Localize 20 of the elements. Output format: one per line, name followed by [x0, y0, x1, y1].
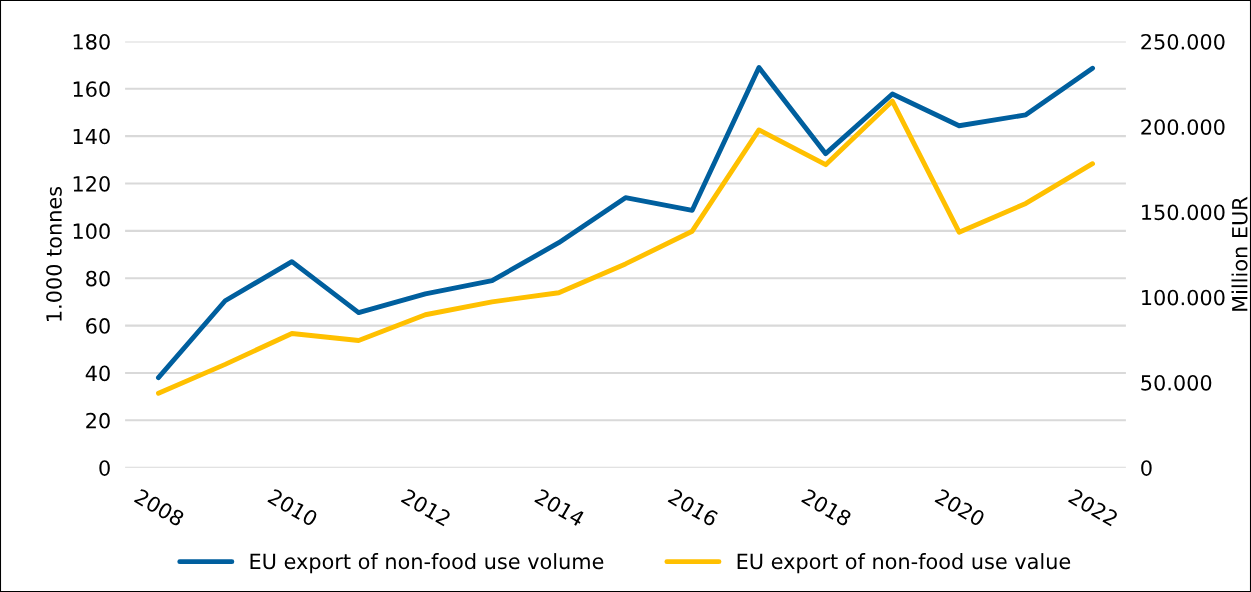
y-tick-label: 80	[86, 270, 110, 287]
y-tick-label: 120	[73, 175, 110, 192]
y-tick-label: 60	[86, 318, 110, 334]
y2-tick-label: 0	[1141, 460, 1152, 476]
y-tick-label: 100	[73, 223, 110, 240]
y-axis-title: 1.000 tonnes	[46, 186, 62, 321]
legend-label: EU export of non-food use volume	[250, 553, 604, 574]
y2-tick-label: 200.000	[1141, 119, 1225, 135]
y-tick-label: 180	[73, 33, 110, 50]
legend-label: EU export of non-food use value	[737, 553, 1071, 574]
y2-axis-title: Million EUR	[1231, 196, 1248, 311]
y2-tick-label: 50.000	[1141, 374, 1212, 391]
y-tick-label: 0	[99, 460, 110, 476]
y2-tick-label: 150.000	[1142, 204, 1225, 221]
y2-tick-label: 100.000	[1142, 289, 1225, 306]
y-tick-label: 40	[85, 365, 110, 382]
y-tick-label: 160	[73, 81, 110, 98]
y-tick-label: 20	[86, 412, 110, 429]
y-tick-label: 140	[73, 128, 110, 145]
y2-tick-label: 250.000	[1141, 33, 1225, 50]
